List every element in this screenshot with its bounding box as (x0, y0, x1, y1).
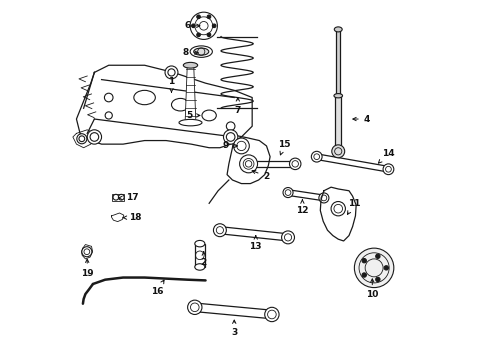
Ellipse shape (194, 48, 209, 55)
Text: 16: 16 (151, 280, 164, 296)
Circle shape (283, 188, 293, 198)
Text: 7: 7 (235, 98, 241, 114)
Ellipse shape (334, 94, 343, 98)
Text: 10: 10 (366, 279, 378, 299)
Polygon shape (73, 130, 95, 148)
Circle shape (207, 15, 211, 19)
Text: 6: 6 (185, 21, 200, 30)
Circle shape (265, 307, 279, 321)
Circle shape (190, 12, 218, 40)
Text: 2: 2 (252, 170, 270, 181)
Text: 2: 2 (200, 252, 207, 267)
Bar (112, 194, 124, 201)
Circle shape (105, 112, 112, 119)
Circle shape (226, 122, 235, 131)
Circle shape (82, 247, 92, 257)
Polygon shape (227, 135, 270, 184)
Polygon shape (185, 65, 196, 123)
Circle shape (362, 273, 367, 277)
Text: 1: 1 (169, 77, 174, 92)
Text: 18: 18 (123, 213, 142, 222)
Ellipse shape (183, 62, 197, 68)
Circle shape (188, 300, 202, 315)
Ellipse shape (179, 120, 202, 126)
Circle shape (214, 224, 226, 237)
Circle shape (319, 193, 329, 203)
Ellipse shape (134, 90, 155, 105)
Circle shape (113, 194, 119, 200)
Circle shape (376, 254, 380, 258)
Circle shape (223, 130, 238, 144)
Circle shape (104, 93, 113, 102)
Circle shape (212, 24, 216, 28)
Circle shape (332, 145, 344, 158)
Text: 9: 9 (222, 141, 238, 150)
Bar (195, 244, 205, 267)
Circle shape (77, 134, 87, 144)
Text: 15: 15 (278, 140, 291, 155)
Circle shape (119, 194, 124, 200)
Circle shape (240, 155, 258, 173)
Text: 17: 17 (119, 193, 138, 202)
Polygon shape (76, 65, 252, 148)
Circle shape (383, 164, 394, 175)
Circle shape (311, 151, 322, 162)
Polygon shape (112, 213, 124, 222)
Text: 14: 14 (378, 149, 395, 163)
Ellipse shape (195, 264, 205, 270)
Circle shape (282, 231, 294, 244)
Circle shape (87, 130, 101, 144)
Circle shape (290, 158, 301, 170)
Text: 3: 3 (231, 320, 237, 337)
Ellipse shape (172, 98, 190, 111)
Bar (337, 30, 340, 94)
Ellipse shape (190, 46, 212, 57)
Circle shape (384, 266, 389, 270)
Ellipse shape (202, 110, 216, 121)
Text: 8: 8 (183, 48, 198, 57)
Circle shape (331, 202, 345, 216)
Circle shape (165, 66, 178, 79)
Bar (335, 94, 342, 151)
Text: 11: 11 (347, 199, 361, 214)
Circle shape (197, 33, 200, 37)
Polygon shape (320, 187, 356, 241)
Circle shape (376, 277, 380, 282)
Circle shape (243, 158, 254, 170)
Polygon shape (81, 244, 93, 259)
Circle shape (192, 24, 195, 28)
Text: 5: 5 (186, 111, 200, 120)
Text: 12: 12 (296, 200, 309, 215)
Circle shape (354, 248, 394, 288)
Circle shape (362, 258, 367, 263)
Circle shape (234, 138, 249, 154)
Text: 4: 4 (353, 114, 370, 123)
Text: 13: 13 (249, 236, 262, 251)
Ellipse shape (334, 27, 342, 32)
Ellipse shape (195, 240, 205, 247)
Text: 19: 19 (81, 259, 94, 278)
Circle shape (207, 33, 211, 37)
Circle shape (197, 15, 200, 19)
